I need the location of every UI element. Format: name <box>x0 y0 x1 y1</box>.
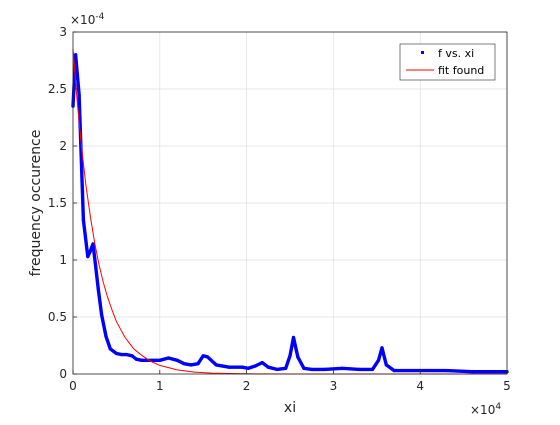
data-point <box>380 346 384 350</box>
data-point <box>94 264 98 268</box>
data-point <box>370 367 375 371</box>
data-point <box>205 355 210 359</box>
data-point <box>310 367 314 371</box>
grid-lines <box>72 31 508 375</box>
data-point <box>392 369 396 373</box>
data-point <box>296 355 300 359</box>
data-point <box>182 362 186 366</box>
x-exponent: ×104 <box>470 402 501 417</box>
data-point <box>291 335 296 340</box>
data-point <box>86 255 90 259</box>
y-tick-label: 1.5 <box>48 196 67 210</box>
y-tick-label: 2.5 <box>48 82 67 96</box>
legend-box <box>399 43 496 81</box>
x-tick-label: 3 <box>330 379 338 393</box>
legend-entry-2: fit found <box>438 64 484 77</box>
y-tick-label: 0.5 <box>48 310 67 324</box>
data-point <box>376 358 381 362</box>
data-point <box>134 357 138 361</box>
data-point <box>166 356 171 360</box>
data-point <box>323 367 327 371</box>
x-tick-label: 5 <box>503 379 511 393</box>
data-point <box>470 370 474 374</box>
data-point <box>158 358 162 362</box>
data-point <box>74 53 78 57</box>
data-point <box>140 358 144 362</box>
data-point <box>266 365 270 369</box>
series-layer <box>71 49 509 375</box>
data-point <box>340 366 344 370</box>
data-point <box>284 366 288 370</box>
data-point <box>144 358 148 362</box>
data-point <box>196 362 200 366</box>
y-tick-label: 1 <box>59 253 67 267</box>
data-point <box>130 354 134 358</box>
data-point <box>81 218 85 222</box>
data-point <box>384 363 388 367</box>
data-point <box>201 354 205 358</box>
data-point <box>91 242 95 246</box>
data-point <box>275 367 279 371</box>
data-point <box>260 361 264 365</box>
x-axis-ticks: 0 1 2 3 4 5 <box>69 370 511 393</box>
y-tick-label: 2 <box>59 139 67 153</box>
y-axis-label: frequency occurence <box>28 130 44 277</box>
data-point <box>227 365 231 369</box>
data-point <box>88 249 92 253</box>
data-point <box>189 363 193 367</box>
data-point <box>100 313 104 317</box>
data-point <box>444 369 448 373</box>
data-point <box>288 354 292 358</box>
data-point <box>114 351 118 356</box>
data-point <box>77 93 81 97</box>
y-exponent: ×10-4 <box>70 12 105 27</box>
x-axis-label: xi <box>284 400 296 416</box>
data-point <box>214 363 218 367</box>
data-point <box>357 367 361 371</box>
data-point <box>240 365 244 369</box>
y-axis-ticks: 0 0.5 1 1.5 2 2.5 3 <box>48 25 77 381</box>
data-point <box>175 358 179 362</box>
x-tick-label: 4 <box>416 379 424 393</box>
data-point <box>96 286 100 291</box>
data-point <box>302 366 306 370</box>
data-point <box>108 347 112 351</box>
x-tick-label: 0 <box>69 379 77 393</box>
x-tick-label: 1 <box>156 379 164 393</box>
y-tick-label: 0 <box>59 367 67 381</box>
legend-entry-1: f vs. xi <box>438 47 474 60</box>
data-point <box>125 353 129 357</box>
y-tick-label: 3 <box>59 25 67 39</box>
legend-marker-dots <box>421 51 424 54</box>
series-dots-trace <box>71 53 509 374</box>
data-point <box>104 334 108 338</box>
x-tick-label: 2 <box>243 379 251 393</box>
legend: f vs. xi fit found <box>399 43 496 81</box>
data-point <box>120 353 124 357</box>
data-point <box>246 366 250 370</box>
data-point <box>253 364 257 368</box>
